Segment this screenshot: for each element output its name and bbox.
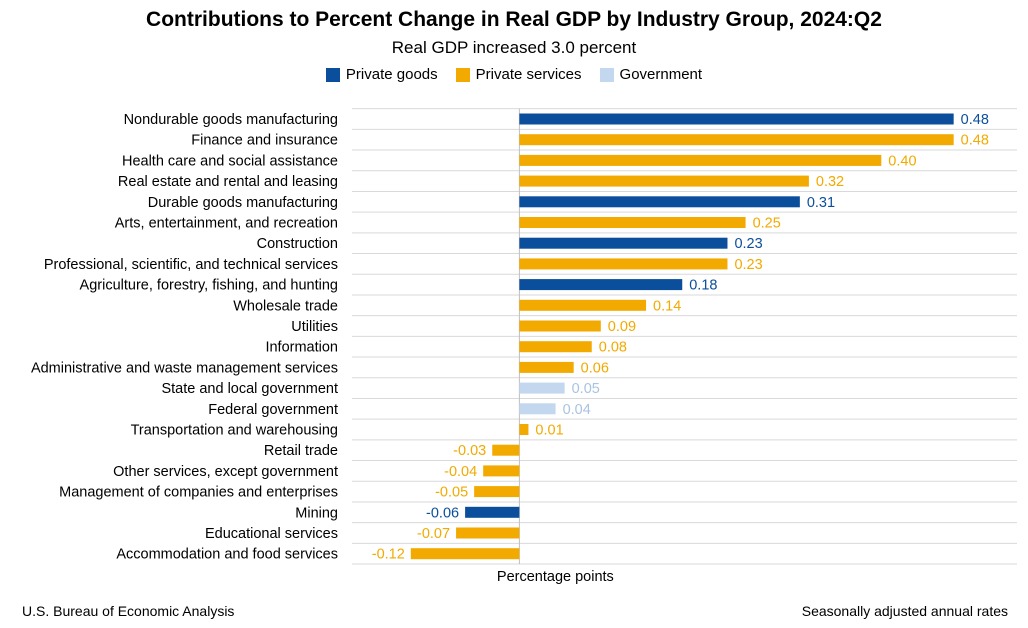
data-label: -0.12 <box>372 547 405 563</box>
bar <box>519 217 746 228</box>
legend-label-private-services: Private services <box>475 66 582 83</box>
data-label: 0.14 <box>653 298 681 314</box>
category-label: Professional, scientific, and technical … <box>44 257 338 273</box>
data-label: 0.23 <box>734 236 762 252</box>
category-label: Management of companies and enterprises <box>59 485 338 501</box>
chart-legend: Private goods Private services Governmen… <box>0 66 1028 83</box>
bar <box>519 237 728 249</box>
x-axis-label: Percentage points <box>497 569 614 585</box>
data-label: -0.03 <box>453 443 486 459</box>
category-label: Agriculture, forestry, fishing, and hunt… <box>80 278 338 294</box>
bar <box>519 382 565 394</box>
bar <box>465 506 520 518</box>
category-label: Transportation and warehousing <box>131 423 338 439</box>
category-label: Federal government <box>208 402 338 418</box>
category-label: Wholesale trade <box>233 298 338 314</box>
data-label: -0.04 <box>444 464 477 480</box>
category-label: Utilities <box>291 319 338 335</box>
category-label: Information <box>265 340 338 356</box>
legend-label-private-goods: Private goods <box>345 66 438 83</box>
legend-swatch-private-goods <box>325 67 340 82</box>
data-label: 0.25 <box>753 216 781 232</box>
category-label: Nondurable goods manufacturing <box>124 112 338 128</box>
chart-subtitle: Real GDP increased 3.0 percent <box>391 38 637 57</box>
bar <box>483 465 520 477</box>
bar <box>519 196 800 208</box>
category-label: Accommodation and food services <box>116 547 338 563</box>
legend-swatch-private-services <box>455 67 470 82</box>
bar <box>519 134 954 146</box>
bar <box>519 258 728 270</box>
bar <box>519 403 556 415</box>
bar <box>519 113 954 125</box>
bar <box>519 279 683 291</box>
data-label: 0.23 <box>734 257 762 273</box>
bar <box>519 299 647 311</box>
category-label: Construction <box>257 236 338 252</box>
bar <box>410 548 520 560</box>
bar <box>519 175 809 187</box>
data-label: -0.05 <box>435 485 468 501</box>
legend-item-government: Government <box>599 66 703 83</box>
category-label: Educational services <box>205 526 338 542</box>
category-label: Administrative and waste management serv… <box>31 360 338 376</box>
bar <box>456 527 520 539</box>
data-label: 0.48 <box>961 112 989 128</box>
bar <box>492 444 520 456</box>
category-label: State and local government <box>161 381 338 397</box>
source-note: U.S. Bureau of Economic Analysis <box>22 603 235 619</box>
data-label: 0.32 <box>816 174 844 190</box>
category-label: Arts, entertainment, and recreation <box>115 216 338 232</box>
legend-item-private-services: Private services <box>455 66 582 83</box>
legend-item-private-goods: Private goods <box>325 66 438 83</box>
bar <box>519 320 601 332</box>
data-label: -0.06 <box>426 505 459 521</box>
legend-swatch-government <box>599 67 614 82</box>
category-label: Retail trade <box>264 443 338 459</box>
data-label: -0.07 <box>417 526 450 542</box>
category-label: Health care and social assistance <box>122 153 338 169</box>
data-label: 0.06 <box>581 360 609 376</box>
rates-note: Seasonally adjusted annual rates <box>801 603 1008 619</box>
data-label: 0.48 <box>961 133 989 149</box>
bar <box>519 361 574 373</box>
bar <box>474 486 520 498</box>
category-label: Real estate and rental and leasing <box>118 174 338 190</box>
bar <box>519 154 882 166</box>
chart-title: Contributions to Percent Change in Real … <box>146 8 882 31</box>
category-label: Other services, except government <box>113 464 338 480</box>
data-label: 0.09 <box>608 319 636 335</box>
category-label: Durable goods manufacturing <box>148 195 338 211</box>
data-label: 0.40 <box>888 153 916 169</box>
data-label: 0.18 <box>689 278 717 294</box>
legend-label-government: Government <box>619 66 703 83</box>
category-label: Finance and insurance <box>191 133 338 149</box>
data-label: 0.05 <box>572 381 600 397</box>
data-label: 0.04 <box>563 402 591 418</box>
bar <box>519 341 592 353</box>
data-label: 0.31 <box>807 195 835 211</box>
bar <box>519 424 529 435</box>
data-label: 0.08 <box>599 340 627 356</box>
data-label: 0.01 <box>535 423 563 439</box>
category-label: Mining <box>295 505 338 521</box>
